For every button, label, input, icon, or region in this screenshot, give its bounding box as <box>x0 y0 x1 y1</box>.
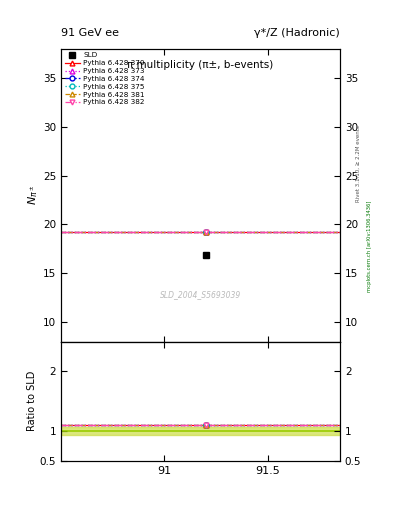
Text: π multiplicity (π±, b-events): π multiplicity (π±, b-events) <box>127 60 274 70</box>
Text: γ*/Z (Hadronic): γ*/Z (Hadronic) <box>254 28 340 38</box>
Text: mcplots.cern.ch [arXiv:1306.3436]: mcplots.cern.ch [arXiv:1306.3436] <box>367 200 373 291</box>
Text: Rivet 3.1.10, ≥ 2.2M events: Rivet 3.1.10, ≥ 2.2M events <box>356 125 361 202</box>
Bar <box>61 427 340 435</box>
Text: SLD_2004_S5693039: SLD_2004_S5693039 <box>160 290 241 300</box>
Y-axis label: Ratio to SLD: Ratio to SLD <box>27 371 37 432</box>
Legend: SLD, Pythia 6.428 370, Pythia 6.428 373, Pythia 6.428 374, Pythia 6.428 375, Pyt: SLD, Pythia 6.428 370, Pythia 6.428 373,… <box>63 51 146 107</box>
Text: 91 GeV ee: 91 GeV ee <box>61 28 119 38</box>
Y-axis label: $N_{\pi^\pm}$: $N_{\pi^\pm}$ <box>26 185 40 205</box>
